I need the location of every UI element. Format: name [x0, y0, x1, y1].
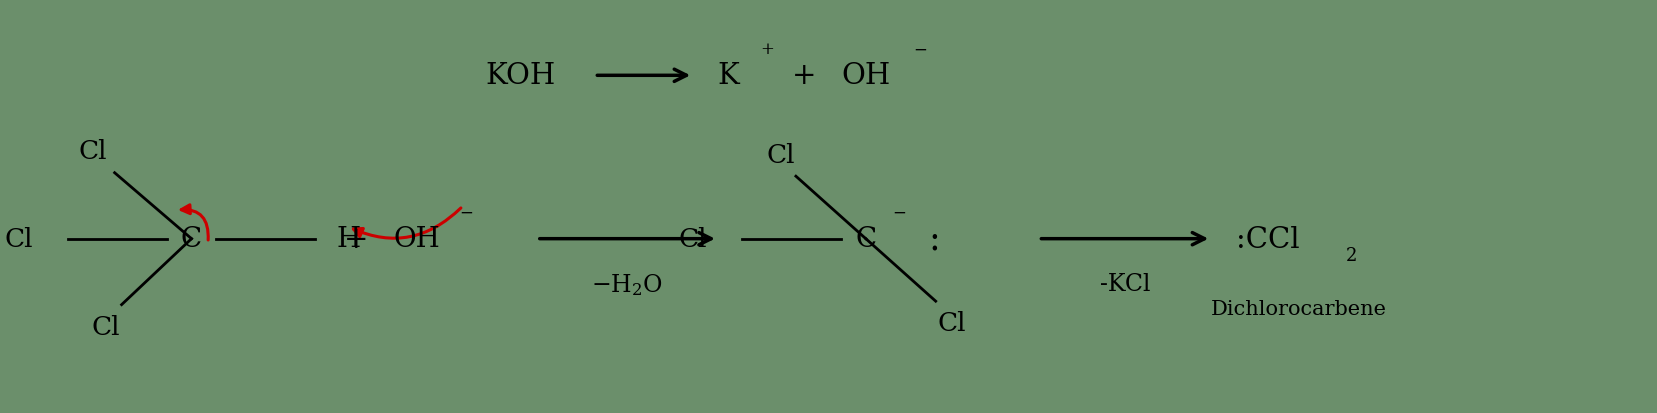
Text: Cl: Cl	[936, 310, 964, 335]
Text: Cl: Cl	[766, 143, 794, 168]
Text: Cl: Cl	[91, 314, 121, 339]
Text: K: K	[717, 62, 739, 90]
FancyArrowPatch shape	[181, 205, 209, 240]
Text: -KCl: -KCl	[1100, 273, 1150, 295]
Text: :CCl: :CCl	[1234, 225, 1299, 253]
FancyArrowPatch shape	[353, 209, 461, 239]
Text: −: −	[913, 41, 926, 58]
Text: Cl: Cl	[78, 139, 108, 164]
Text: 2: 2	[1345, 247, 1357, 264]
Text: OH: OH	[840, 62, 890, 90]
Text: −: −	[459, 204, 474, 221]
Text: :: :	[928, 222, 940, 256]
Text: +: +	[761, 41, 774, 58]
Text: $\mathregular{-H_2O}$: $\mathregular{-H_2O}$	[592, 271, 663, 297]
Text: H: H	[336, 225, 360, 253]
Text: C: C	[181, 225, 202, 253]
Text: Cl: Cl	[678, 227, 708, 252]
Text: C: C	[855, 225, 877, 253]
Text: Dichlorocarbene: Dichlorocarbene	[1210, 299, 1385, 318]
Text: −: −	[891, 204, 905, 221]
Text: OH: OH	[394, 225, 441, 253]
Text: Cl: Cl	[5, 227, 33, 252]
Text: +: +	[792, 62, 815, 90]
Text: KOH: KOH	[486, 62, 555, 90]
Text: +: +	[343, 225, 368, 253]
